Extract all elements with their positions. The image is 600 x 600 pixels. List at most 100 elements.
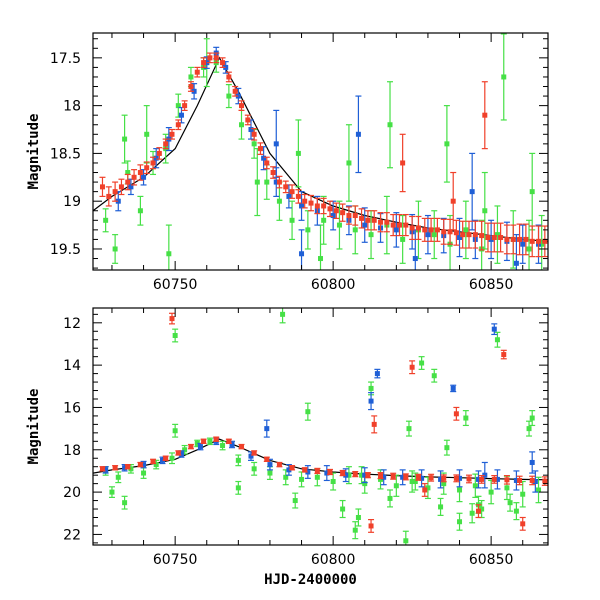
data-point	[283, 184, 289, 190]
data-point	[340, 210, 346, 216]
model-curve	[93, 56, 548, 242]
data-point	[412, 479, 418, 485]
y-axis-title: Magnitude	[26, 389, 42, 465]
data-point	[479, 233, 485, 239]
data-point	[125, 464, 131, 470]
data-point	[463, 415, 469, 421]
y-tick-label: 19	[63, 194, 81, 210]
data-point	[362, 472, 368, 478]
data-point	[441, 475, 447, 481]
data-point	[188, 84, 194, 90]
data-point	[393, 227, 399, 233]
data-point	[355, 514, 361, 520]
x-tick-label: 60750	[153, 552, 198, 568]
data-point	[166, 251, 172, 257]
data-point	[175, 450, 181, 456]
data-point	[327, 206, 333, 212]
data-point	[276, 462, 282, 468]
data-point	[507, 500, 513, 506]
data-point	[482, 208, 488, 214]
data-point	[457, 519, 463, 525]
data-point	[469, 510, 475, 516]
data-point	[302, 198, 308, 204]
data-point	[409, 364, 415, 370]
data-point	[517, 236, 523, 242]
data-point	[520, 521, 526, 527]
data-point	[251, 131, 257, 137]
data-point	[422, 227, 428, 233]
data-point	[475, 476, 481, 482]
data-point	[141, 462, 147, 468]
data-point	[254, 179, 260, 185]
data-point	[457, 235, 463, 241]
data-point	[273, 179, 279, 185]
data-point	[513, 260, 519, 266]
data-point	[431, 373, 437, 379]
data-point	[330, 479, 336, 485]
data-point	[482, 112, 488, 118]
series-green	[102, 33, 545, 270]
data-point	[175, 103, 181, 109]
y-tick-label: 19.5	[50, 242, 81, 258]
plot-area-bottom	[93, 308, 548, 545]
data-point	[286, 193, 292, 199]
data-point	[226, 438, 232, 444]
data-point	[172, 333, 178, 339]
data-point	[491, 326, 497, 332]
y-tick-label: 16	[63, 400, 81, 416]
data-point	[425, 232, 431, 238]
data-point	[213, 436, 219, 442]
data-point	[536, 487, 542, 493]
data-point	[400, 160, 406, 166]
data-point	[182, 103, 188, 109]
data-point	[299, 251, 305, 257]
data-point	[207, 438, 213, 444]
data-point	[362, 481, 368, 487]
data-point	[352, 471, 358, 477]
data-point	[251, 141, 257, 147]
data-point	[197, 444, 203, 450]
data-point	[378, 219, 384, 225]
data-point	[302, 467, 308, 473]
data-point	[141, 174, 147, 180]
data-point	[520, 241, 526, 247]
data-point	[419, 360, 425, 366]
x-axis-title: HJD-2400000	[264, 572, 357, 588]
data-point	[182, 447, 188, 453]
data-point	[194, 69, 200, 75]
data-point	[141, 470, 147, 476]
data-point	[453, 411, 459, 417]
data-point	[485, 235, 491, 241]
data-point	[340, 470, 346, 476]
data-point	[529, 477, 535, 483]
data-point	[201, 438, 207, 444]
data-point	[403, 474, 409, 480]
data-point	[460, 232, 466, 238]
data-point	[494, 232, 500, 238]
data-point	[453, 475, 459, 481]
data-point	[532, 479, 538, 485]
data-point	[441, 229, 447, 235]
data-point	[245, 117, 251, 123]
y-tick-label: 18	[63, 99, 81, 115]
data-point	[112, 465, 118, 471]
y-tick-label: 14	[63, 358, 81, 374]
data-point	[188, 444, 194, 450]
data-point	[204, 60, 210, 66]
data-point	[115, 198, 121, 204]
data-point	[371, 421, 377, 427]
y-axis-title: Magnitude	[26, 114, 42, 190]
data-point	[431, 232, 437, 238]
data-point	[251, 466, 257, 472]
data-point	[491, 235, 497, 241]
data-point	[365, 472, 371, 478]
data-point	[273, 141, 279, 147]
data-point	[340, 506, 346, 512]
data-point	[450, 385, 456, 391]
data-point	[166, 136, 172, 142]
data-point	[352, 213, 358, 219]
data-point	[542, 238, 548, 244]
data-point	[359, 472, 365, 478]
data-point	[403, 538, 409, 544]
